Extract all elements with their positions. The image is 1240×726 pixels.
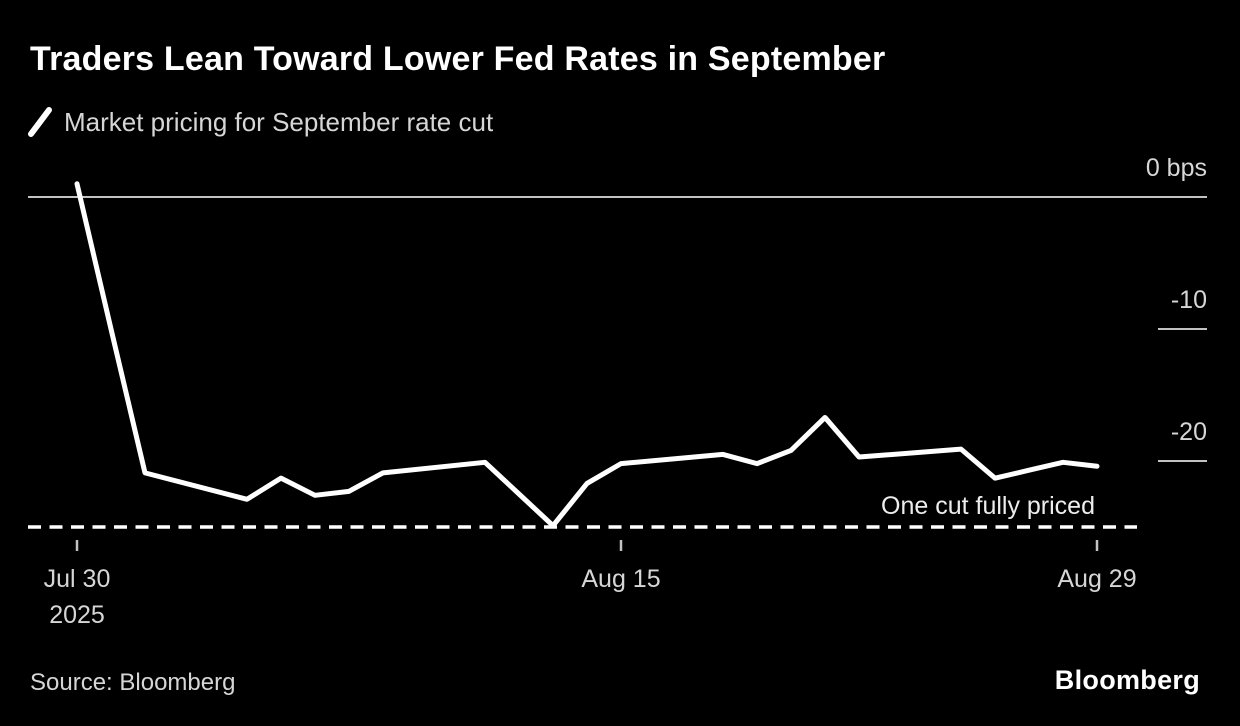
annotation-label: One cut fully priced (881, 492, 1095, 520)
x-axis-label: Jul 30 (43, 565, 111, 593)
x-axis-label: Aug 15 (581, 565, 661, 593)
x-axis-sublabel: 2025 (49, 601, 105, 629)
y-axis-label: 0 bps (1145, 154, 1207, 182)
series-line (74, 181, 1100, 529)
chart-title: Traders Lean Toward Lower Fed Rates in S… (30, 40, 886, 78)
y-axis-label: -10 (1170, 286, 1207, 314)
source-credit: Source: Bloomberg (30, 669, 236, 696)
line-series-key-icon (28, 107, 52, 137)
legend: Market pricing for September rate cut (28, 106, 493, 138)
y-axis-label: -20 (1170, 418, 1207, 446)
x-axis-label: Aug 29 (1057, 565, 1137, 593)
bloomberg-logo: Bloomberg (1054, 665, 1200, 695)
legend-label: Market pricing for September rate cut (64, 106, 494, 137)
